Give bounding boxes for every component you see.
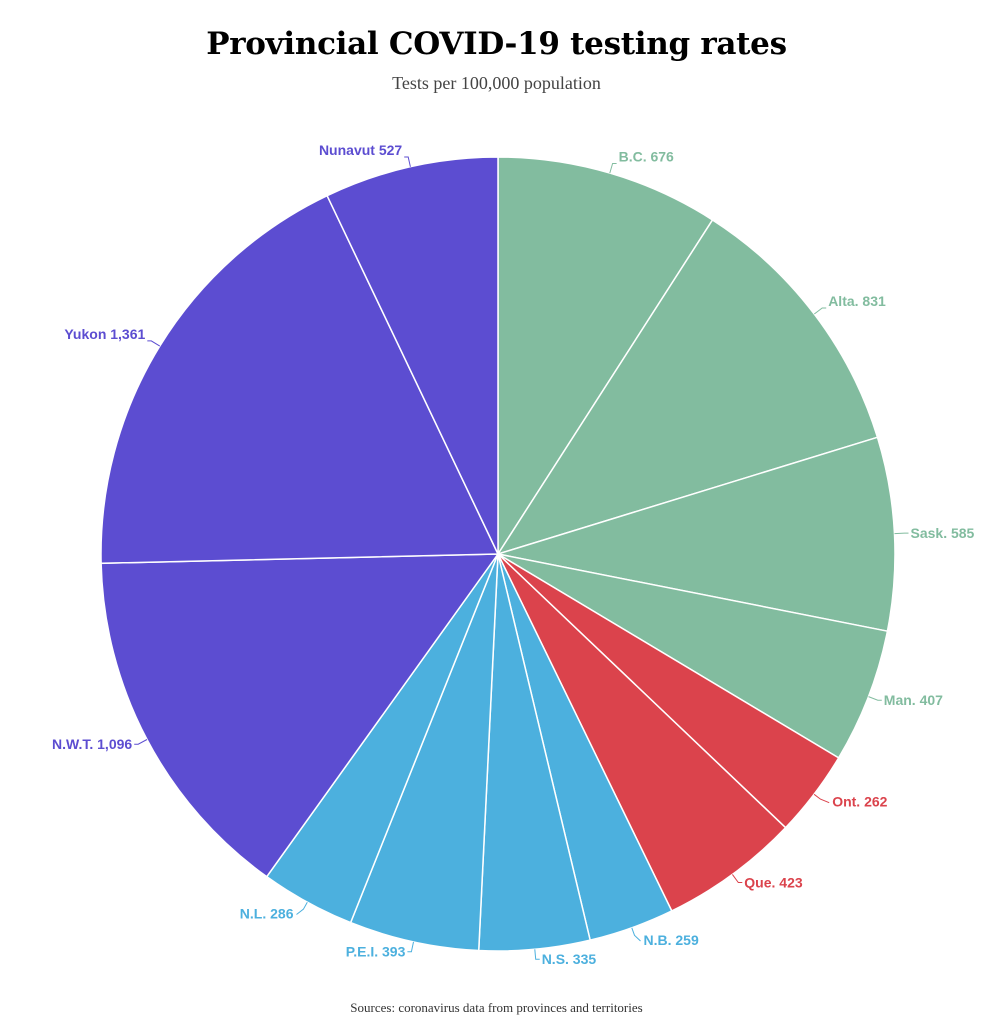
source-note: Sources: coronavirus data from provinces…: [350, 1000, 643, 1015]
slice-label-p-e-i: P.E.I. 393: [346, 944, 406, 960]
slice-alta: [496, 218, 879, 556]
leader-line-ont: [813, 793, 830, 804]
leader-line-n-b: [631, 927, 641, 942]
slice-que: [497, 553, 787, 912]
slice-label-man: Man. 407: [884, 692, 943, 708]
leader-line-que: [731, 874, 743, 883]
slice-label-ont: Ont. 262: [832, 794, 887, 810]
slice-label-n-b: N.B. 259: [644, 932, 699, 948]
leader-line-yukon: [147, 340, 161, 347]
slice-label-n-l: N.L. 286: [240, 906, 294, 922]
slice-label-n-w-t: N.W.T. 1,096: [52, 736, 132, 752]
slice-nunavut: [326, 156, 499, 555]
chart-title: Provincial COVID-19 testing rates: [206, 26, 787, 62]
slice-label-nunavut: Nunavut 527: [319, 142, 402, 158]
slice-sask: [497, 436, 896, 633]
leader-line-sask: [894, 532, 909, 535]
label-leader-lines: [134, 156, 909, 960]
slice-label-que: Que. 423: [744, 875, 803, 891]
slice-label-yukon: Yukon 1,361: [64, 326, 145, 342]
leader-line-n-s: [534, 949, 540, 960]
leader-line-nunavut: [404, 156, 411, 167]
slice-man: [497, 553, 889, 759]
slice-label-alta: Alta. 831: [828, 293, 886, 309]
leader-line-man: [868, 696, 882, 701]
slice-n-w-t: [100, 553, 500, 878]
slice-label-b-c: B.C. 676: [619, 149, 674, 165]
slice-label-sask: Sask. 585: [911, 525, 975, 541]
leader-line-p-e-i: [407, 941, 414, 953]
leader-line-alta: [813, 307, 827, 315]
chart-subtitle: Tests per 100,000 population: [392, 73, 601, 93]
leader-line-n-l: [296, 901, 308, 915]
leader-line-b-c: [609, 163, 617, 174]
slice-label-n-s: N.S. 335: [542, 951, 597, 967]
pie-slices: [100, 156, 896, 952]
leader-line-n-w-t: [134, 739, 148, 745]
slice-labels: B.C. 676 Alta. 831 Sask. 585 Man. 407 Ont. 2…: [52, 142, 975, 967]
